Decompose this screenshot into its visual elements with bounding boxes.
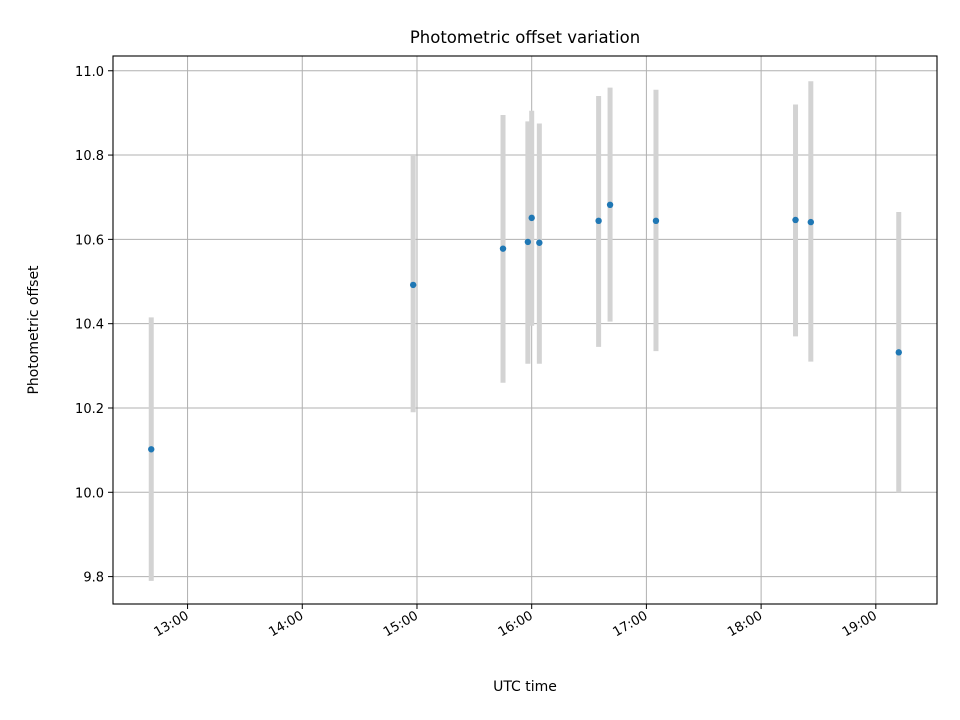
y-tick-label: 10.0 xyxy=(75,486,104,501)
y-axis-title: Photometric offset xyxy=(26,265,42,395)
x-axis-title: UTC time xyxy=(493,679,557,695)
data-point xyxy=(409,281,417,289)
data-point xyxy=(595,217,602,225)
y-tick-label: 11.0 xyxy=(75,65,104,80)
data-point xyxy=(524,238,532,246)
data-point xyxy=(652,217,660,225)
data-point xyxy=(148,446,155,453)
data-point xyxy=(536,239,543,246)
data-points xyxy=(148,201,902,453)
data-point xyxy=(528,214,535,222)
data-point xyxy=(807,218,815,226)
y-tick-label: 10.4 xyxy=(75,318,104,333)
y-tick-label: 10.8 xyxy=(75,149,104,164)
data-point xyxy=(606,201,614,209)
y-axis: 9.8 10.0 10.2 10.4 10.6 10.8 11.0 xyxy=(75,65,113,586)
grid xyxy=(113,56,937,604)
data-point xyxy=(792,216,799,224)
y-tick-label: 10.2 xyxy=(75,402,104,417)
data-point xyxy=(895,349,902,356)
data-point xyxy=(499,245,507,252)
plot-area-frame xyxy=(112,55,938,605)
y-tick-label: 9.8 xyxy=(83,571,104,586)
chart-title: Photometric offset variation xyxy=(410,28,640,47)
y-tick-label: 10.6 xyxy=(75,233,104,248)
